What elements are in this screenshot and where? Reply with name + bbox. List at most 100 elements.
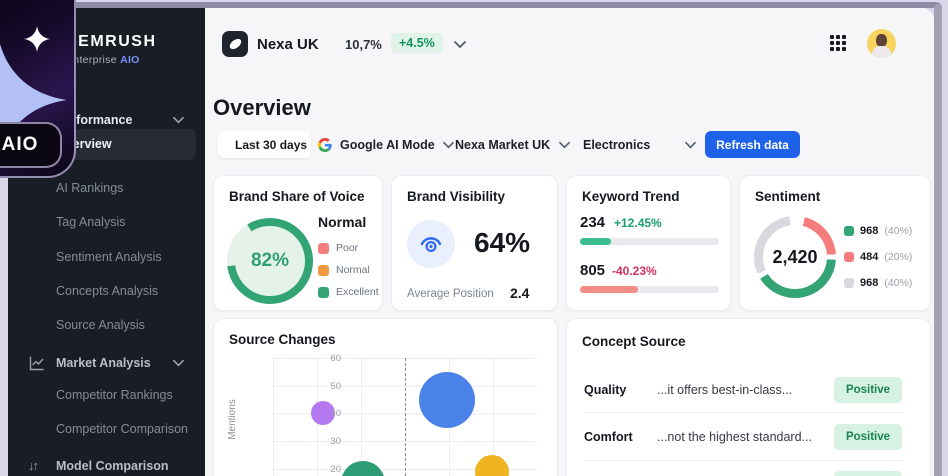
- keyword-count-up: 234: [580, 214, 606, 231]
- card-title: Keyword Trend: [582, 189, 680, 204]
- market-label: Nexa Market UK: [455, 137, 551, 152]
- sentiment-badge-clipped: [834, 471, 902, 476]
- star-icon: [0, 43, 67, 157]
- sidebar-section-model-comparison[interactable]: ↓↑ Model Comparison: [28, 458, 169, 473]
- card-title: Brand Visibility: [407, 189, 506, 204]
- y-axis-label: Mentions: [226, 399, 238, 440]
- chevron-down-icon: [173, 359, 184, 367]
- app-window: SEMRUSH Enterprise AIO Performance Overv…: [8, 7, 935, 476]
- y-axis-tick: 50: [330, 380, 341, 392]
- chart-bubble: [311, 401, 336, 426]
- mode-dropdown[interactable]: Google AI Mode: [318, 131, 454, 158]
- share-of-voice-status: Normal: [318, 214, 367, 230]
- sidebar-item-competitor-rankings[interactable]: Competitor Rankings: [56, 388, 173, 402]
- legend-item-poor: Poor: [318, 242, 358, 254]
- average-position-value: 2.4: [510, 285, 530, 301]
- chart-bubble: [340, 460, 385, 476]
- concept-snippet: ...it offers best-in-class...: [657, 383, 793, 397]
- sparkle-icon: [24, 26, 50, 52]
- chevron-down-icon: [685, 141, 696, 148]
- eye-icon: [420, 237, 442, 253]
- sidebar-item-source-analysis[interactable]: Source Analysis: [56, 318, 145, 332]
- sentiment-legend-positive: 968 (40%): [844, 225, 912, 237]
- share-of-voice-donut: 82%: [227, 218, 313, 304]
- card-title: Sentiment: [755, 189, 821, 204]
- legend-item-normal: Normal: [318, 264, 370, 276]
- chevron-down-icon: [559, 141, 570, 148]
- apps-grid-icon[interactable]: [830, 35, 847, 52]
- keyword-delta-up: +12.45%: [614, 216, 662, 230]
- row-divider: [584, 412, 902, 413]
- sidebar-item-competitor-comparison[interactable]: Competitor Comparison: [56, 422, 188, 436]
- progress-bar-up: [580, 238, 719, 245]
- sentiment-legend-negative: 484 (20%): [844, 251, 912, 263]
- legend-swatch: [844, 252, 854, 262]
- concept-name: Quality: [584, 383, 627, 397]
- dashed-reference-line: [405, 358, 406, 476]
- refresh-data-button[interactable]: Refresh data: [705, 131, 800, 158]
- chevron-down-icon: [442, 141, 454, 148]
- progress-fill: [580, 286, 639, 293]
- card-keyword-trend: Keyword Trend 234 +12.45% 805 -40.23%: [566, 175, 731, 311]
- line-chart-icon: [29, 356, 44, 371]
- legend-swatch: [318, 242, 329, 254]
- keyword-delta-down: -40.23%: [612, 264, 657, 278]
- sidebar-item-sentiment-analysis[interactable]: Sentiment Analysis: [56, 250, 162, 264]
- bubble-plot: [273, 358, 537, 476]
- sort-arrows-icon: ↓↑: [28, 458, 39, 473]
- y-axis-tick: 20: [330, 463, 341, 475]
- average-position-label: Average Position: [407, 288, 494, 300]
- date-range-label: Last 30 days: [235, 137, 308, 152]
- brand-logo-icon: [222, 31, 248, 57]
- chart-bubble: [475, 454, 510, 476]
- concept-name: Comfort: [584, 430, 633, 444]
- keyword-count-down: 805: [580, 262, 606, 279]
- card-brand-share-of-voice: Brand Share of Voice 82% Normal Poor Nor…: [213, 175, 383, 311]
- card-title: Source Changes: [229, 332, 336, 347]
- sidebar-section-market-analysis[interactable]: Market Analysis: [8, 353, 205, 373]
- chevron-down-icon[interactable]: [454, 40, 466, 49]
- brand-name: Nexa UK: [257, 36, 319, 53]
- brand-delta-badge: +4.5%: [391, 33, 443, 53]
- page-title: Overview: [213, 95, 311, 120]
- card-brand-visibility: Brand Visibility 64% Average Position 2.…: [391, 175, 558, 311]
- share-of-voice-value: 82%: [235, 226, 305, 296]
- sentiment-badge: Positive: [834, 424, 902, 450]
- concept-snippet: ...not the highest standard...: [657, 430, 812, 444]
- card-concept-source: Concept Source Quality ...it offers best…: [566, 318, 931, 476]
- window-frame-right: [934, 4, 942, 476]
- legend-swatch: [318, 264, 329, 276]
- category-label: Electronics: [583, 137, 651, 152]
- card-title: Concept Source: [582, 334, 686, 349]
- sidebar-item-ai-rankings[interactable]: AI Rankings: [56, 181, 124, 195]
- semrush-logo: SEMRUSH: [66, 33, 157, 50]
- sidebar-item-tag-analysis[interactable]: Tag Analysis: [56, 215, 126, 229]
- progress-bar-down: [580, 286, 719, 293]
- y-axis-tick: 60: [330, 353, 341, 364]
- legend-swatch: [844, 226, 854, 236]
- visibility-value: 64%: [474, 227, 531, 258]
- legend-swatch: [318, 286, 329, 298]
- progress-fill: [580, 238, 611, 245]
- y-axis-tick: 30: [330, 436, 341, 448]
- market-dropdown[interactable]: Nexa Market UK: [455, 131, 570, 158]
- chevron-down-icon: [173, 116, 184, 124]
- sidebar-item-concepts-analysis[interactable]: Concepts Analysis: [56, 284, 159, 298]
- chart-bubble: [419, 371, 476, 428]
- category-dropdown[interactable]: Electronics: [583, 131, 696, 158]
- sentiment-donut: 2,420: [754, 216, 836, 298]
- aio-label-pill: AIO: [0, 122, 62, 168]
- card-sentiment: Sentiment 2,420 968 (40%) 484 (20%) 968 …: [739, 175, 931, 311]
- user-avatar[interactable]: [867, 29, 896, 58]
- legend-swatch: [844, 278, 854, 288]
- sentiment-legend-neutral: 968 (40%): [844, 277, 912, 289]
- y-axis-tick: 40: [330, 408, 341, 420]
- brand-metric: 10,7%: [345, 37, 382, 52]
- google-icon: [318, 137, 332, 152]
- row-divider: [584, 460, 902, 461]
- sentiment-total: 2,420: [763, 225, 827, 289]
- sentiment-badge: Positive: [834, 377, 902, 403]
- card-title: Brand Share of Voice: [229, 189, 365, 204]
- window-frame-top: [10, 2, 942, 8]
- date-range-picker[interactable]: Last 30 days: [218, 131, 311, 158]
